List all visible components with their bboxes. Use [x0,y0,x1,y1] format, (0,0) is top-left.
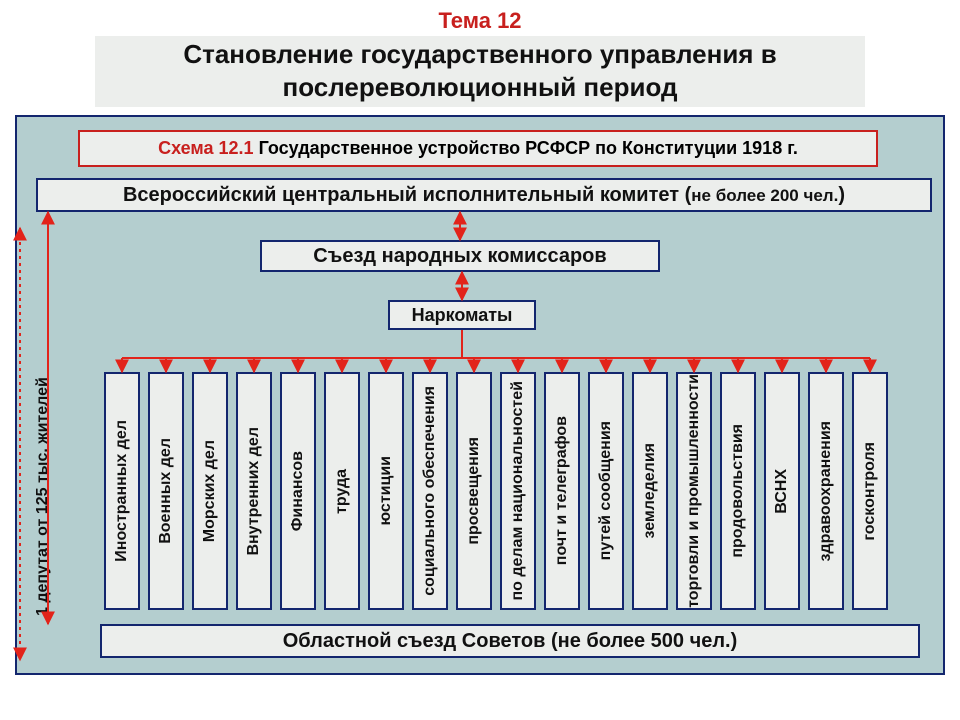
department-label: социального обеспечения [421,386,439,596]
side-label: 1 депутат от 125 тыс. жителей [34,377,52,616]
department-label: почт и телеграфов [553,416,571,565]
schema-label: Схема 12.1 [158,138,253,158]
department-label: путей сообщения [597,421,615,560]
department-box: путей сообщения [588,372,624,610]
department-label: по делам национальностей [509,381,527,601]
department-box: по делам национальностей [500,372,536,610]
department-label: Внутренних дел [245,427,263,556]
department-label: Иностранных дел [113,420,131,562]
department-label: продовольствия [729,424,747,558]
topic-number: Тема 12 [0,0,960,34]
schema-title: Схема 12.1 Государственное устройство РС… [78,130,878,167]
vcik-note: не более 200 чел. [691,186,838,205]
department-label: ВСНХ [773,469,791,514]
department-box: просвещения [456,372,492,610]
department-label: здравоохранения [817,421,835,562]
department-label: Морских дел [201,440,219,542]
department-box: Морских дел [192,372,228,610]
box-narkomaty: Наркоматы [388,300,536,330]
vcik-main: Всероссийский центральный исполнительный… [123,184,691,206]
department-box: социального обеспечения [412,372,448,610]
department-box: госконтроля [852,372,888,610]
department-label: земледелия [641,443,659,539]
department-box: земледелия [632,372,668,610]
department-box: почт и телеграфов [544,372,580,610]
department-label: торговли и промышленности [685,374,703,608]
department-box: ВСНХ [764,372,800,610]
department-label: Финансов [289,451,307,531]
department-box: Финансов [280,372,316,610]
box-congress: Съезд народных комиссаров [260,240,660,272]
department-box: Иностранных дел [104,372,140,610]
department-label: просвещения [465,437,483,545]
department-box: здравоохранения [808,372,844,610]
department-box: юстиции [368,372,404,610]
main-title: Становление государственного управления … [95,36,865,107]
department-box: Внутренних дел [236,372,272,610]
box-bottom: Областной съезд Советов (не более 500 че… [100,624,920,658]
department-label: юстиции [377,456,395,526]
schema-text: Государственное устройство РСФСР по Конс… [254,138,798,158]
department-label: госконтроля [861,442,879,541]
department-label: труда [333,469,351,514]
department-box: продовольствия [720,372,756,610]
department-box: торговли и промышленности [676,372,712,610]
vcik-close: ) [838,184,845,206]
department-label: Военных дел [157,438,175,544]
department-box: Военных дел [148,372,184,610]
box-vcik: Всероссийский центральный исполнительный… [36,178,932,212]
department-box: труда [324,372,360,610]
